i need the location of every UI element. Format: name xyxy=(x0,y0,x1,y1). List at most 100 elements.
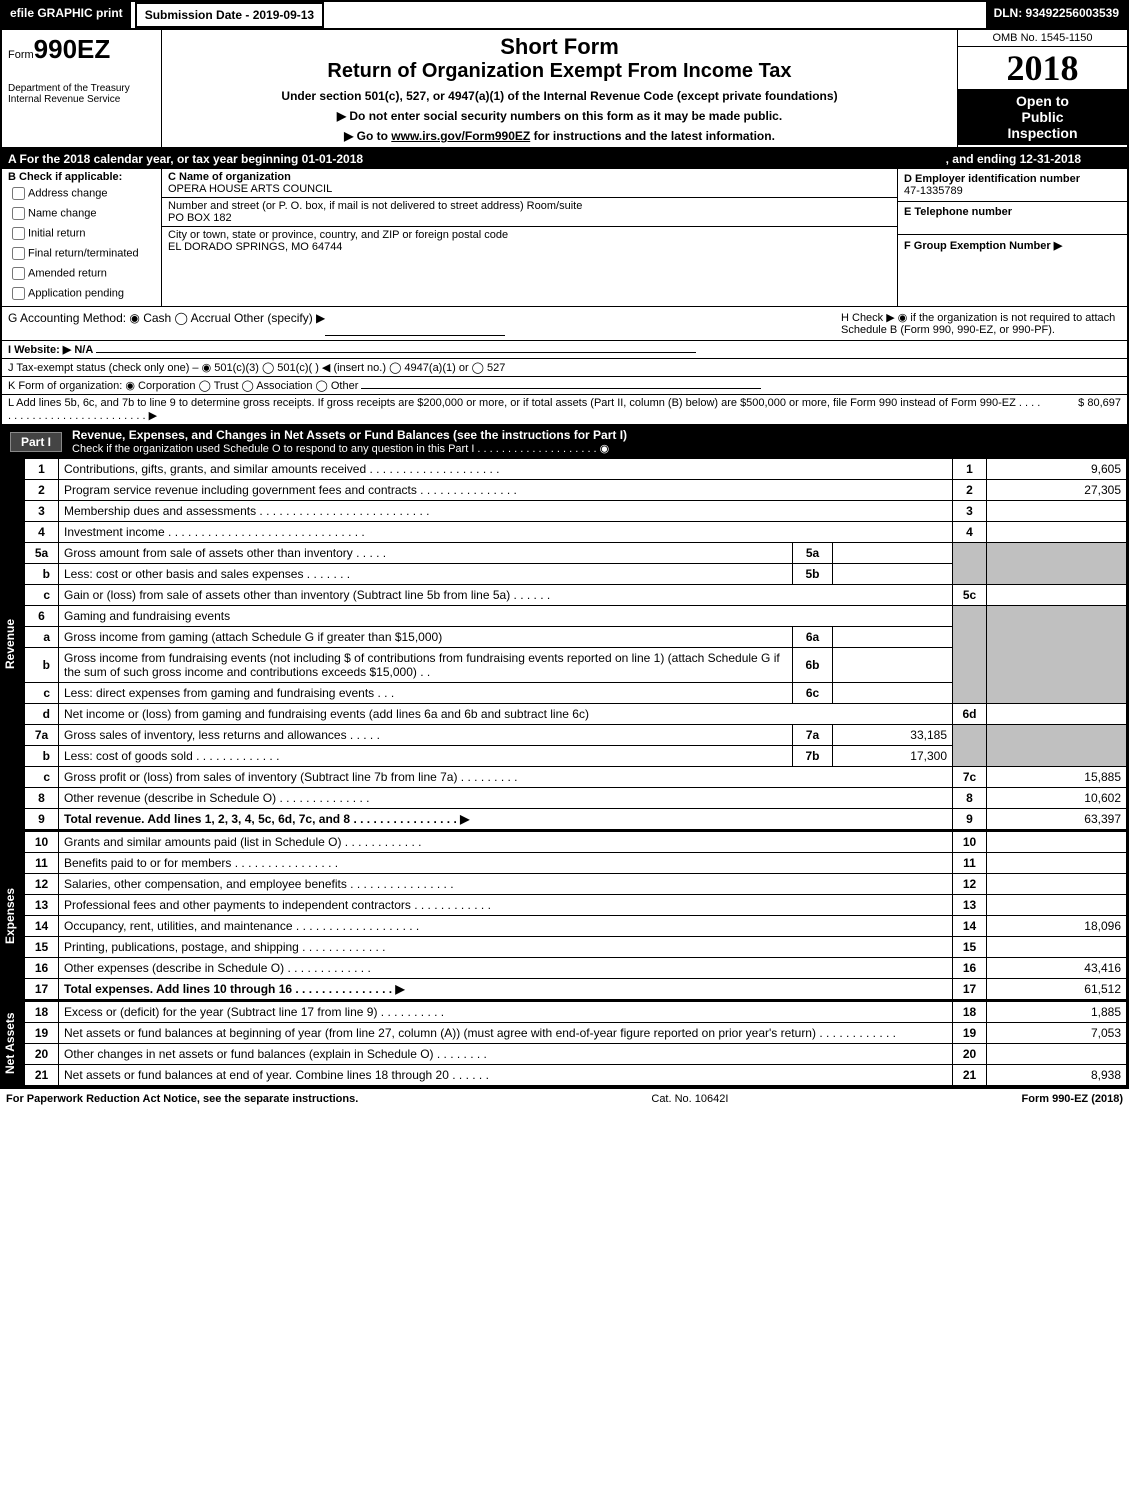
line-j-status: J Tax-exempt status (check only one) – ◉… xyxy=(2,359,1127,377)
submission-date: Submission Date - 2019-09-13 xyxy=(135,2,324,28)
block-b: B Check if applicable: Address change Na… xyxy=(2,169,1127,307)
line-h: H Check ▶ ◉ if the organization is not r… xyxy=(841,311,1121,336)
g-text: G Accounting Method: ◉ Cash ◯ Accrual Ot… xyxy=(8,311,325,336)
table-row: 13Professional fees and other payments t… xyxy=(25,895,1127,916)
chk-pending[interactable]: Application pending xyxy=(8,284,155,303)
footer-formno: Form 990-EZ (2018) xyxy=(1022,1093,1123,1105)
tax-year: 2018 xyxy=(958,47,1127,89)
table-row: 10Grants and similar amounts paid (list … xyxy=(25,832,1127,853)
city-cell: City or town, state or province, country… xyxy=(162,227,897,255)
form-header: Form990EZ Department of the Treasury Int… xyxy=(2,30,1127,149)
revenue-table: 1Contributions, gifts, grants, and simil… xyxy=(24,458,1127,830)
l-amount: $ 80,697 xyxy=(1041,397,1121,422)
table-row: 8Other revenue (describe in Schedule O) … xyxy=(25,788,1127,809)
chk-name-change[interactable]: Name change xyxy=(8,204,155,223)
netassets-section: Net Assets 18Excess or (deficit) for the… xyxy=(2,1001,1127,1087)
part1-sub: Check if the organization used Schedule … xyxy=(72,442,627,455)
footer-left: For Paperwork Reduction Act Notice, see … xyxy=(6,1093,358,1105)
table-row: 20Other changes in net assets or fund ba… xyxy=(25,1044,1127,1065)
omb-number: OMB No. 1545-1150 xyxy=(958,30,1127,47)
form-subtitle: Under section 501(c), 527, or 4947(a)(1)… xyxy=(172,89,947,103)
netassets-table: 18Excess or (deficit) for the year (Subt… xyxy=(24,1001,1127,1086)
c-name-cell: C Name of organization OPERA HOUSE ARTS … xyxy=(162,169,897,198)
revenue-side-label: Revenue xyxy=(2,458,24,830)
table-row: 19Net assets or fund balances at beginni… xyxy=(25,1023,1127,1044)
table-row: 17Total expenses. Add lines 10 through 1… xyxy=(25,979,1127,1000)
open3: Inspection xyxy=(962,125,1123,141)
table-row: 2Program service revenue including gover… xyxy=(25,480,1127,501)
table-row: 7aGross sales of inventory, less returns… xyxy=(25,725,1127,746)
line-g: G Accounting Method: ◉ Cash ◯ Accrual Ot… xyxy=(2,307,1127,341)
addr-label: Number and street (or P. O. box, if mail… xyxy=(168,200,891,212)
table-row: 1Contributions, gifts, grants, and simil… xyxy=(25,459,1127,480)
table-row: 16Other expenses (describe in Schedule O… xyxy=(25,958,1127,979)
table-row: 15Printing, publications, postage, and s… xyxy=(25,937,1127,958)
footer-catno: Cat. No. 10642I xyxy=(651,1093,728,1105)
page-footer: For Paperwork Reduction Act Notice, see … xyxy=(0,1089,1129,1109)
line-l-gross: L Add lines 5b, 6c, and 7b to line 9 to … xyxy=(2,395,1127,425)
line-k-org: K Form of organization: ◉ Corporation ◯ … xyxy=(2,377,1127,395)
d-ein: 47-1335789 xyxy=(904,185,1121,197)
table-row: 11Benefits paid to or for members . . . … xyxy=(25,853,1127,874)
table-row: 18Excess or (deficit) for the year (Subt… xyxy=(25,1002,1127,1023)
c-label: C Name of organization xyxy=(168,171,891,183)
table-row: cGain or (loss) from sale of assets othe… xyxy=(25,585,1127,606)
table-row: 4Investment income . . . . . . . . . . .… xyxy=(25,522,1127,543)
l-text: L Add lines 5b, 6c, and 7b to line 9 to … xyxy=(8,397,1041,422)
line-i-website: I Website: ▶ N/A xyxy=(2,341,1127,359)
dept-treasury: Department of the Treasury xyxy=(8,83,155,94)
c-org-name: OPERA HOUSE ARTS COUNCIL xyxy=(168,183,891,195)
city-label: City or town, state or province, country… xyxy=(168,229,891,241)
table-row: cGross profit or (loss) from sales of in… xyxy=(25,767,1127,788)
part1-title: Revenue, Expenses, and Changes in Net As… xyxy=(72,428,627,442)
col-b-checkboxes: B Check if applicable: Address change Na… xyxy=(2,169,162,306)
expenses-side-label: Expenses xyxy=(2,831,24,1000)
form-note2: ▶ Go to www.irs.gov/Form990EZ for instru… xyxy=(172,129,947,143)
city-value: EL DORADO SPRINGS, MO 64744 xyxy=(168,241,891,253)
netassets-side-label: Net Assets xyxy=(2,1001,24,1086)
table-row: 3Membership dues and assessments . . . .… xyxy=(25,501,1127,522)
form-container: efile GRAPHIC print Submission Date - 20… xyxy=(0,0,1129,1089)
chk-amended[interactable]: Amended return xyxy=(8,264,155,283)
irs-link[interactable]: www.irs.gov/Form990EZ xyxy=(391,129,530,143)
part1-titles: Revenue, Expenses, and Changes in Net As… xyxy=(72,428,627,455)
table-row: 6Gaming and fundraising events xyxy=(25,606,1127,627)
part1-header: Part I Revenue, Expenses, and Changes in… xyxy=(2,425,1127,458)
table-row: 14Occupancy, rent, utilities, and mainte… xyxy=(25,916,1127,937)
expenses-section: Expenses 10Grants and similar amounts pa… xyxy=(2,831,1127,1001)
d-cell: D Employer identification number 47-1335… xyxy=(898,169,1127,202)
note2-post: for instructions and the latest informat… xyxy=(530,129,775,143)
addr-value: PO BOX 182 xyxy=(168,212,891,224)
note2-pre: ▶ Go to xyxy=(344,129,391,143)
chk-final-return[interactable]: Final return/terminated xyxy=(8,244,155,263)
chk-address-change[interactable]: Address change xyxy=(8,184,155,203)
short-form-label: Short Form xyxy=(172,34,947,60)
efile-print-label: efile GRAPHIC print xyxy=(2,2,131,28)
table-row: 12Salaries, other compensation, and empl… xyxy=(25,874,1127,895)
table-row: 9Total revenue. Add lines 1, 2, 3, 4, 5c… xyxy=(25,809,1127,830)
table-row: 21Net assets or fund balances at end of … xyxy=(25,1065,1127,1086)
d-label: D Employer identification number xyxy=(904,173,1121,185)
col-c-org: C Name of organization OPERA HOUSE ARTS … xyxy=(162,169,897,306)
e-cell: E Telephone number xyxy=(898,202,1127,235)
col-def: D Employer identification number 47-1335… xyxy=(897,169,1127,306)
form-title: Return of Organization Exempt From Incom… xyxy=(172,60,947,83)
revenue-section: Revenue 1Contributions, gifts, grants, a… xyxy=(2,458,1127,831)
table-row: 5aGross amount from sale of assets other… xyxy=(25,543,1127,564)
header-center: Short Form Return of Organization Exempt… xyxy=(162,30,957,147)
topbar: efile GRAPHIC print Submission Date - 20… xyxy=(2,2,1127,30)
form-note1: ▶ Do not enter social security numbers o… xyxy=(172,109,947,123)
table-row: dNet income or (loss) from gaming and fu… xyxy=(25,704,1127,725)
part1-label: Part I xyxy=(10,432,62,452)
open2: Public xyxy=(962,109,1123,125)
header-left: Form990EZ Department of the Treasury Int… xyxy=(2,30,162,147)
dln-label: DLN: 93492256003539 xyxy=(986,2,1127,28)
form-number: 990EZ xyxy=(34,34,111,64)
addr-cell: Number and street (or P. O. box, if mail… xyxy=(162,198,897,227)
k-text: K Form of organization: ◉ Corporation ◯ … xyxy=(8,380,358,392)
e-label: E Telephone number xyxy=(904,206,1121,218)
chk-initial-return[interactable]: Initial return xyxy=(8,224,155,243)
dept-irs: Internal Revenue Service xyxy=(8,94,155,105)
line-a-begin: A For the 2018 calendar year, or tax yea… xyxy=(8,152,363,166)
open1: Open to xyxy=(962,93,1123,109)
